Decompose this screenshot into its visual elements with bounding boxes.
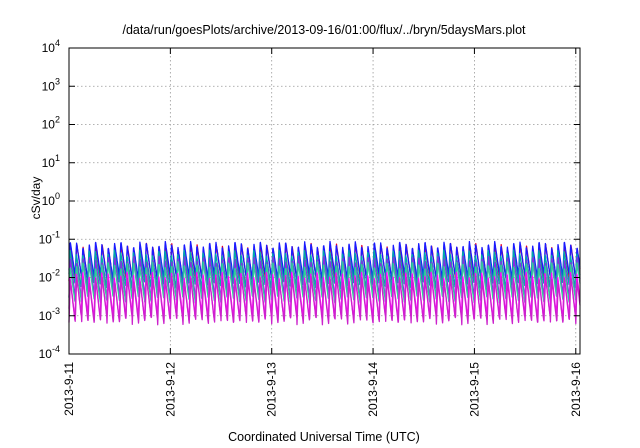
chart-title: /data/run/goesPlots/archive/2013-09-16/0… (122, 23, 526, 37)
y-axis-label: cSv/day (29, 177, 43, 220)
y-tick-label: 10-3 (39, 306, 60, 323)
x-tick-label: 2013-9-15 (467, 362, 481, 417)
series-line (68, 240, 581, 281)
tick-labels: 10-4 10-3 10-2 10-1 100 101 102 103 104 2013-9-11… (39, 38, 583, 417)
plot-frame (68, 47, 581, 355)
series-line (68, 275, 581, 326)
y-tick-label: 104 (42, 38, 60, 55)
x-tick-label: 2013-9-11 (62, 362, 76, 416)
series-line (68, 261, 581, 304)
y-tick-label: 10-2 (39, 268, 60, 285)
y-tick-label: 10-1 (39, 229, 60, 246)
y-tick-label: 101 (42, 153, 60, 170)
x-tick-label: 2013-9-12 (163, 362, 177, 417)
series-group (68, 240, 581, 326)
x-tick-label: 2013-9-13 (265, 362, 279, 417)
y-tick-label: 102 (42, 115, 60, 132)
x-tick-label: 2013-9-14 (366, 362, 380, 417)
y-tick-label: 10-4 (39, 344, 60, 361)
x-axis-label: Coordinated Universal Time (UTC) (228, 430, 420, 444)
y-tick-label: 100 (42, 191, 60, 208)
x-tick-label: 2013-9-16 (569, 362, 583, 417)
y-tick-label: 103 (42, 76, 60, 93)
axes (68, 47, 581, 355)
